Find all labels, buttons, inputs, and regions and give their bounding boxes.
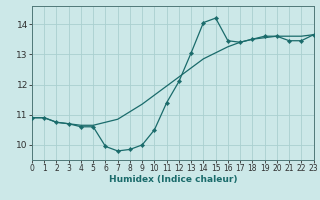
X-axis label: Humidex (Indice chaleur): Humidex (Indice chaleur) — [108, 175, 237, 184]
